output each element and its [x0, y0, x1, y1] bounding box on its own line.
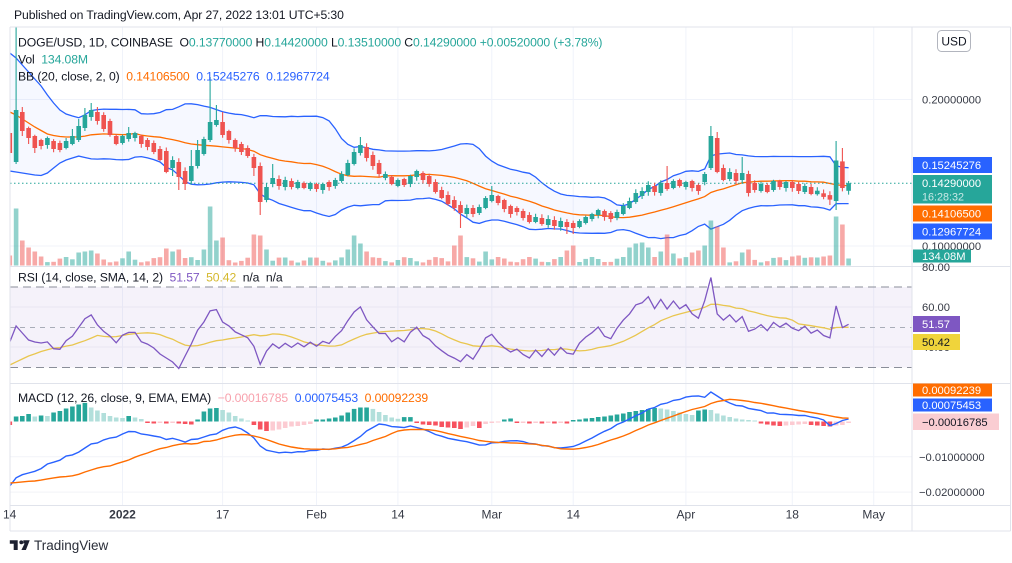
- svg-text:51.57: 51.57: [922, 319, 950, 331]
- svg-text:Mar: Mar: [481, 508, 502, 522]
- svg-text:2022: 2022: [109, 508, 136, 522]
- svg-text:RSI (14, close, SMA, 14, 2) 5: RSI (14, close, SMA, 14, 2) 51.57 50.42 …: [18, 271, 283, 285]
- svg-text:0.00092239: 0.00092239: [922, 385, 981, 397]
- svg-text:0.14106500: 0.14106500: [922, 209, 981, 221]
- svg-text:BB (20, close, 2, 0) 0.141065: BB (20, close, 2, 0) 0.14106500 0.152452…: [18, 70, 330, 84]
- svg-text:14: 14: [391, 508, 405, 522]
- svg-text:TradingView: TradingView: [34, 538, 109, 553]
- svg-text:Vol 134.08M: Vol 134.08M: [18, 53, 88, 67]
- svg-text:0.12967724: 0.12967724: [922, 227, 981, 239]
- svg-text:16:28:32: 16:28:32: [922, 192, 964, 204]
- svg-text:0.14290000: 0.14290000: [922, 178, 981, 190]
- svg-text:0.20000000: 0.20000000: [922, 95, 981, 107]
- svg-text:50.42: 50.42: [922, 337, 950, 349]
- svg-text:18: 18: [786, 508, 800, 522]
- svg-text:−0.00016785: −0.00016785: [922, 417, 988, 429]
- svg-text:Apr: Apr: [677, 508, 696, 522]
- svg-text:−0.02000000: −0.02000000: [919, 487, 985, 499]
- svg-text:17: 17: [216, 508, 230, 522]
- svg-text:80.00: 80.00: [922, 262, 950, 274]
- svg-text:0.00075453: 0.00075453: [922, 400, 981, 412]
- svg-text:Feb: Feb: [306, 508, 327, 522]
- svg-text:14: 14: [567, 508, 581, 522]
- svg-text:Published on TradingView.com,: Published on TradingView.com, Apr 27, 20…: [14, 8, 344, 22]
- svg-text:USD: USD: [941, 35, 967, 49]
- svg-text:134.08M: 134.08M: [922, 251, 966, 263]
- svg-text:14: 14: [3, 508, 17, 522]
- svg-text:−0.01000000: −0.01000000: [919, 452, 985, 464]
- svg-text:DOGE/USD, 1D, COINBASE O0.137: DOGE/USD, 1D, COINBASE O0.13770000 H0.14…: [18, 36, 602, 50]
- svg-text:0.15245276: 0.15245276: [922, 160, 981, 172]
- svg-text:60.00: 60.00: [922, 302, 950, 314]
- svg-text:May: May: [862, 508, 885, 522]
- svg-text:MACD (12, 26, close, 9, EMA, E: MACD (12, 26, close, 9, EMA, EMA) −0.000…: [18, 391, 428, 405]
